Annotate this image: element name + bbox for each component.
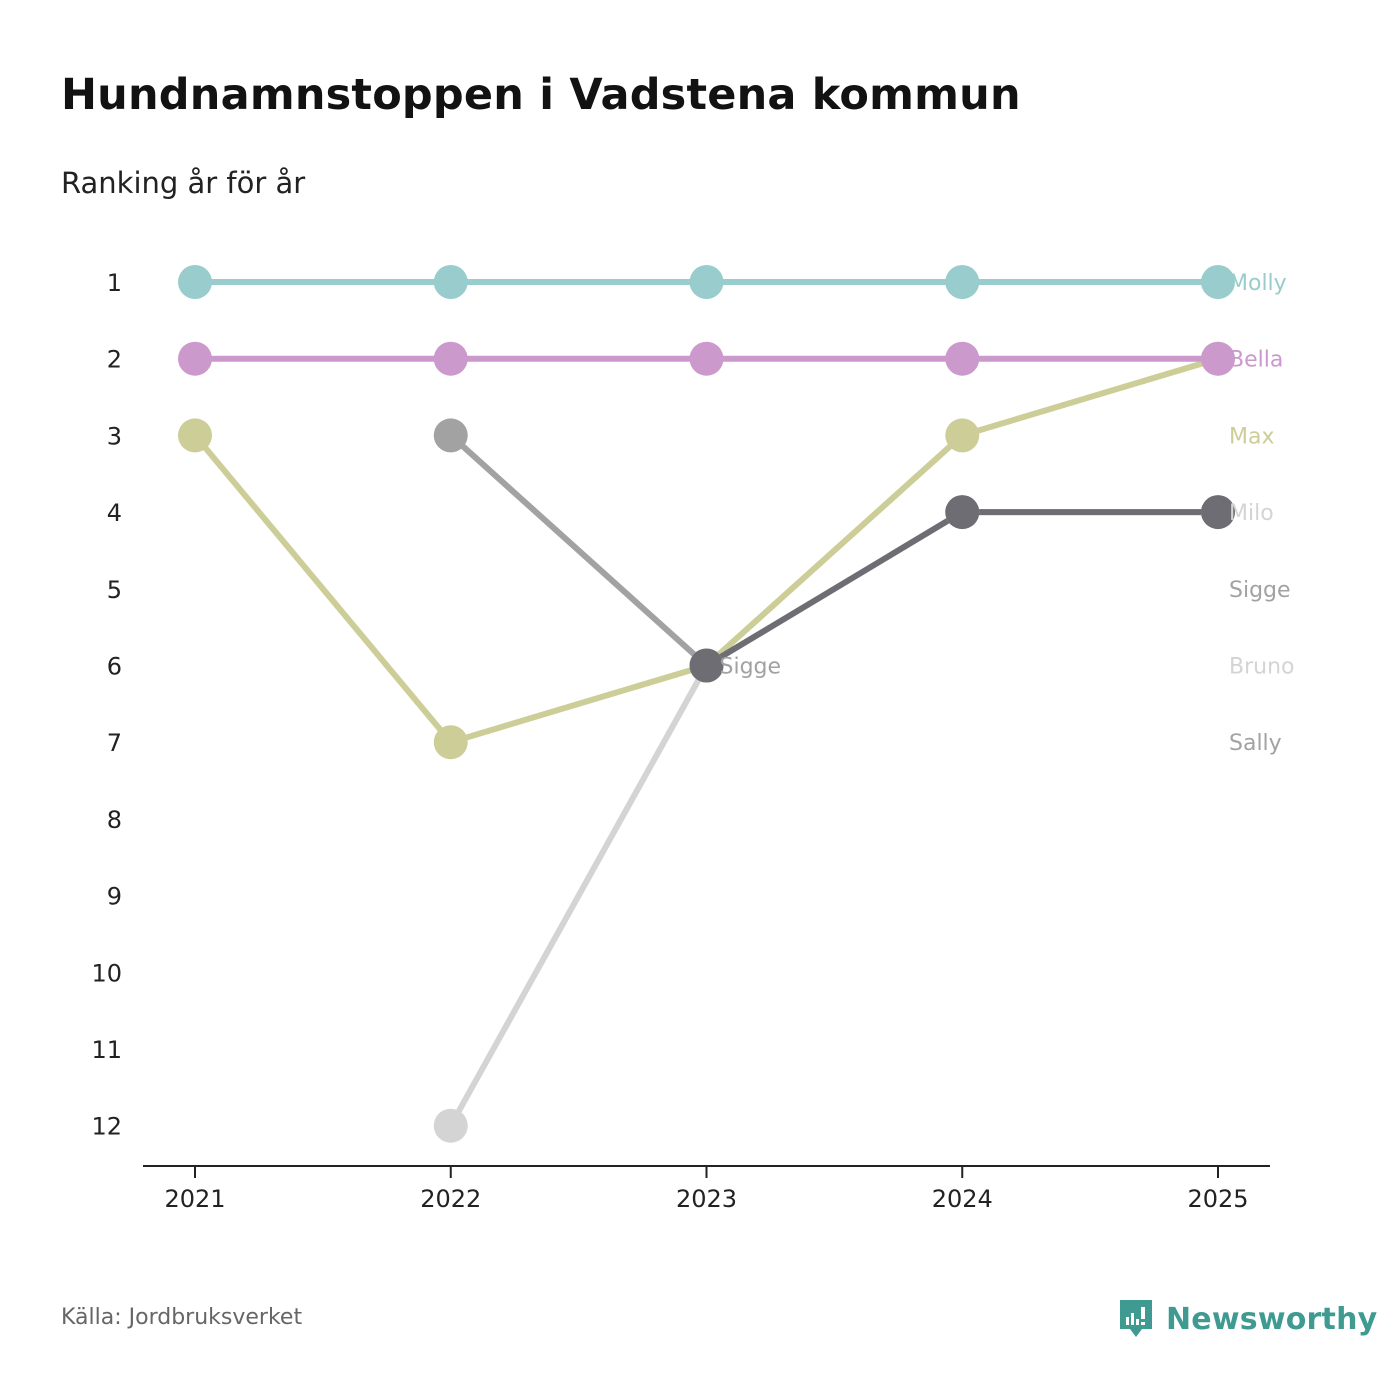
series-line-sigge — [703, 509, 1221, 669]
newsworthy-logo-icon — [1120, 1300, 1152, 1337]
y-tick-label: 11 — [91, 1036, 122, 1064]
point-sigge-2025 — [1201, 495, 1235, 530]
x-tick-label: 2024 — [932, 1185, 993, 1213]
end-label-molly: Molly — [1229, 271, 1287, 296]
y-tick-label: 3 — [107, 422, 122, 450]
point-bella-2023 — [689, 341, 724, 376]
y-tick-label: 4 — [107, 499, 122, 527]
series-line-max — [192, 355, 1221, 746]
point-sally-2022 — [433, 418, 468, 453]
brand-logo[interactable]: Newsworthy — [1118, 1296, 1377, 1342]
end-label-sigge: Sigge — [1229, 578, 1291, 603]
annotation-label-sigge: Sigge — [720, 655, 782, 680]
point-molly-2024 — [945, 265, 980, 299]
x-tick-label: 2025 — [1187, 1185, 1248, 1213]
point-molly-2022 — [433, 265, 468, 299]
point-max-2024 — [945, 418, 980, 453]
end-label-max: Max — [1229, 424, 1274, 449]
point-molly-2021 — [178, 265, 212, 299]
point-max-2022 — [433, 725, 468, 760]
x-tick-label: 2022 — [420, 1185, 481, 1213]
series-line-sally — [447, 432, 710, 669]
point-sigge-2024 — [945, 495, 980, 530]
y-tick-label: 7 — [107, 729, 122, 757]
y-tick-label: 1 — [107, 269, 122, 297]
series-points — [178, 265, 1235, 1143]
series-labels: Molly Bella Max Milo Sigge Bruno Sally Sigge — [720, 271, 1295, 756]
brand-name: Newsworthy — [1166, 1301, 1378, 1337]
end-label-bella: Bella — [1229, 348, 1283, 373]
point-molly-2023 — [689, 265, 724, 299]
point-bella-2024 — [945, 341, 980, 376]
point-bella-2025 — [1201, 341, 1235, 376]
series-line-bruno — [447, 509, 1221, 1129]
point-molly-2025 — [1201, 265, 1235, 299]
source-note: Källa: Jordbruksverket — [61, 1305, 303, 1330]
point-bella-2021 — [178, 341, 212, 376]
y-tick-label: 12 — [91, 1113, 122, 1141]
y-tick-label: 9 — [107, 883, 122, 911]
y-tick-label: 8 — [107, 806, 122, 834]
y-tick-label: 5 — [107, 576, 122, 604]
x-tick-label: 2021 — [164, 1185, 225, 1213]
end-label-bruno: Bruno — [1229, 655, 1294, 680]
point-sigge-2023 — [689, 648, 724, 683]
point-max-2021 — [178, 418, 212, 453]
y-tick-label: 6 — [107, 653, 122, 681]
chart-subtitle: Ranking år för år — [61, 166, 306, 200]
x-tick-label: 2023 — [676, 1185, 737, 1213]
point-bella-2022 — [433, 341, 468, 376]
y-tick-label: 10 — [91, 959, 122, 987]
end-label-milo: Milo — [1229, 501, 1274, 526]
series-lines — [192, 279, 1221, 1129]
end-label-sally: Sally — [1229, 731, 1282, 756]
chart-title: Hundnamnstoppen i Vadstena kommun — [61, 70, 1021, 120]
y-tick-label: 2 — [107, 346, 122, 374]
point-bruno-2022 — [433, 1108, 468, 1143]
